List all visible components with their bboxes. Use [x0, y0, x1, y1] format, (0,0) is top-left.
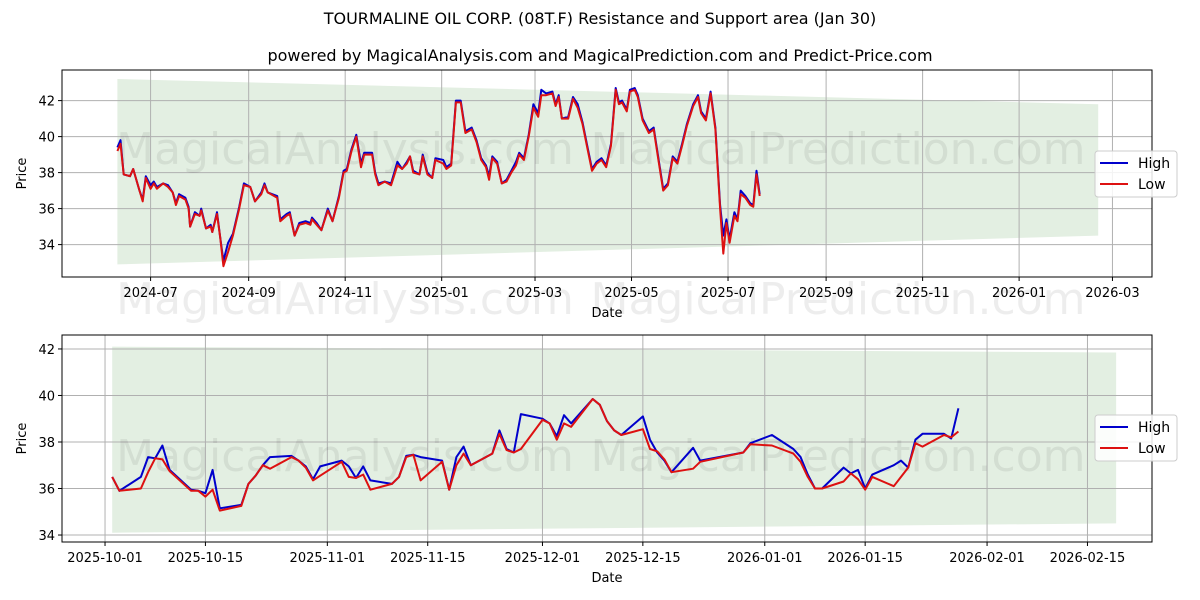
x-tick-label: 2025-01 — [415, 286, 469, 301]
x-tick-label: 2025-12-01 — [505, 551, 581, 566]
watermark-text: MagicalAnalysis.com — [116, 124, 574, 175]
y-tick-label: 36 — [38, 483, 55, 498]
x-axis-label: Date — [591, 571, 622, 586]
plot-recent-zoom: 34 36 38 40 42 2025-10-01 2025-10-15 2025-11-01… — [15, 334, 1178, 586]
watermark-text: MagicalAnalysis.com — [116, 431, 574, 482]
y-tick-label: 42 — [38, 343, 55, 358]
chart-subtitle: powered by MagicalAnalysis.com and Magic… — [267, 46, 933, 65]
y-tick-label: 40 — [38, 131, 55, 146]
x-tick-label: 2024-11 — [318, 286, 372, 301]
x-tick-label: 2026-03 — [1085, 286, 1139, 301]
x-tick-label: 2025-12-15 — [605, 551, 681, 566]
series-line-low — [116, 88, 761, 268]
y-tick-label: 40 — [38, 389, 55, 404]
legend: High Low — [1094, 150, 1178, 198]
x-tick-label: 2026-02-01 — [949, 551, 1025, 566]
y-axis-label: Price — [15, 158, 30, 190]
y-tick-label: 34 — [38, 529, 55, 544]
y-tick-label: 38 — [38, 436, 55, 451]
y-tick-label: 38 — [38, 167, 55, 182]
legend: High Low — [1094, 414, 1178, 462]
x-tick-label: 2026-01 — [992, 286, 1046, 301]
x-tick-label: 2025-10-15 — [168, 551, 244, 566]
x-tick-label: 2026-01-01 — [727, 551, 803, 566]
x-tick-label: 2025-05 — [604, 286, 658, 301]
y-tick-label: 34 — [38, 239, 55, 254]
chart-title: TOURMALINE OIL CORP. (08T.F) Resistance … — [323, 9, 877, 28]
watermark-text: MagicalPrediction.com — [591, 124, 1086, 175]
x-axis-label: Date — [591, 306, 622, 321]
support-resistance-band — [117, 79, 1099, 265]
y-axis-label: Price — [15, 423, 30, 455]
x-tick-label: 2024-07 — [123, 286, 177, 301]
y-tick-label: 42 — [38, 95, 55, 110]
x-tick-label: 2025-11-15 — [390, 551, 466, 566]
x-tick-label: 2024-09 — [222, 286, 276, 301]
legend-label-low: Low — [1138, 441, 1166, 457]
series-line-low — [111, 398, 960, 512]
watermark-text: MagicalAnalysis.com — [116, 274, 574, 325]
x-tick-label: 2025-07 — [701, 286, 755, 301]
legend-label-high: High — [1138, 156, 1170, 172]
x-tick-label: 2025-10-01 — [67, 551, 143, 566]
x-tick-label: 2026-02-15 — [1050, 551, 1126, 566]
x-tick-label: 2025-03 — [508, 286, 562, 301]
watermark-text: MagicalPrediction.com — [591, 274, 1086, 325]
legend-label-high: High — [1138, 420, 1170, 436]
y-tick-label: 36 — [38, 203, 55, 218]
legend-label-low: Low — [1138, 177, 1166, 193]
x-tick-label: 2026-01-15 — [827, 551, 903, 566]
plot-full-history: 34 36 38 40 42 2024-07 2024-09 2024-11 2025-01 20… — [15, 69, 1178, 325]
x-tick-label: 2025-11-01 — [290, 551, 366, 566]
x-tick-label: 2025-11 — [895, 286, 949, 301]
x-tick-label: 2025-09 — [799, 286, 853, 301]
